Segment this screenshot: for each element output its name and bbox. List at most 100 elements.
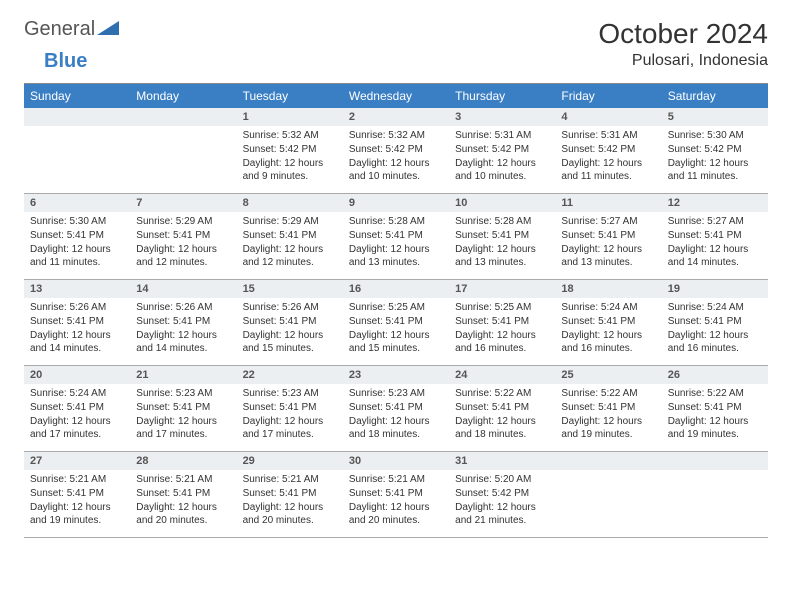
day-cell-14: 14Sunrise: 5:26 AMSunset: 5:41 PMDayligh… xyxy=(130,280,236,366)
day-details: Sunrise: 5:22 AMSunset: 5:41 PMDaylight:… xyxy=(555,384,661,446)
day-cell-15: 15Sunrise: 5:26 AMSunset: 5:41 PMDayligh… xyxy=(237,280,343,366)
day-header-friday: Friday xyxy=(555,84,661,108)
location-label: Pulosari, Indonesia xyxy=(598,52,768,70)
sunset-row: Sunset: 5:41 PM xyxy=(561,229,655,242)
sunrise-row: Sunrise: 5:22 AM xyxy=(561,387,655,400)
sunset-row: Sunset: 5:41 PM xyxy=(561,401,655,414)
sunrise-row: Sunrise: 5:22 AM xyxy=(455,387,549,400)
daylight-row: Daylight: 12 hours and 11 minutes. xyxy=(668,157,762,183)
day-details: Sunrise: 5:20 AMSunset: 5:42 PMDaylight:… xyxy=(449,470,555,532)
day-details: Sunrise: 5:26 AMSunset: 5:41 PMDaylight:… xyxy=(24,298,130,360)
day-number: 9 xyxy=(343,194,449,212)
brand-logo: General xyxy=(24,18,121,41)
sunset-row: Sunset: 5:42 PM xyxy=(243,143,337,156)
daylight-row: Daylight: 12 hours and 13 minutes. xyxy=(561,243,655,269)
empty-cell xyxy=(24,108,130,194)
day-details: Sunrise: 5:32 AMSunset: 5:42 PMDaylight:… xyxy=(237,126,343,188)
sunset-row: Sunset: 5:41 PM xyxy=(243,315,337,328)
day-number: 13 xyxy=(24,280,130,298)
day-number: 7 xyxy=(130,194,236,212)
sunrise-row: Sunrise: 5:28 AM xyxy=(455,215,549,228)
day-number: 22 xyxy=(237,366,343,384)
empty-cell xyxy=(555,452,661,538)
day-details: Sunrise: 5:32 AMSunset: 5:42 PMDaylight:… xyxy=(343,126,449,188)
day-number: 20 xyxy=(24,366,130,384)
day-details: Sunrise: 5:25 AMSunset: 5:41 PMDaylight:… xyxy=(343,298,449,360)
day-details: Sunrise: 5:30 AMSunset: 5:42 PMDaylight:… xyxy=(662,126,768,188)
sunrise-row: Sunrise: 5:21 AM xyxy=(30,473,124,486)
day-cell-7: 7Sunrise: 5:29 AMSunset: 5:41 PMDaylight… xyxy=(130,194,236,280)
brand-blue: Blue xyxy=(44,50,87,72)
day-details: Sunrise: 5:26 AMSunset: 5:41 PMDaylight:… xyxy=(130,298,236,360)
day-number: 19 xyxy=(662,280,768,298)
day-cell-22: 22Sunrise: 5:23 AMSunset: 5:41 PMDayligh… xyxy=(237,366,343,452)
daylight-row: Daylight: 12 hours and 21 minutes. xyxy=(455,501,549,527)
day-cell-21: 21Sunrise: 5:23 AMSunset: 5:41 PMDayligh… xyxy=(130,366,236,452)
sunset-row: Sunset: 5:41 PM xyxy=(243,229,337,242)
daylight-row: Daylight: 12 hours and 16 minutes. xyxy=(561,329,655,355)
day-cell-11: 11Sunrise: 5:27 AMSunset: 5:41 PMDayligh… xyxy=(555,194,661,280)
day-number: 14 xyxy=(130,280,236,298)
sunset-row: Sunset: 5:41 PM xyxy=(349,401,443,414)
day-header-thursday: Thursday xyxy=(449,84,555,108)
day-number: 25 xyxy=(555,366,661,384)
day-number: 30 xyxy=(343,452,449,470)
sunset-row: Sunset: 5:41 PM xyxy=(136,487,230,500)
sunset-row: Sunset: 5:41 PM xyxy=(30,487,124,500)
sunset-row: Sunset: 5:41 PM xyxy=(30,229,124,242)
day-details: Sunrise: 5:29 AMSunset: 5:41 PMDaylight:… xyxy=(237,212,343,274)
day-details: Sunrise: 5:28 AMSunset: 5:41 PMDaylight:… xyxy=(343,212,449,274)
day-details: Sunrise: 5:21 AMSunset: 5:41 PMDaylight:… xyxy=(130,470,236,532)
empty-cell xyxy=(662,452,768,538)
sunset-row: Sunset: 5:42 PM xyxy=(561,143,655,156)
sunrise-row: Sunrise: 5:23 AM xyxy=(243,387,337,400)
day-details: Sunrise: 5:22 AMSunset: 5:41 PMDaylight:… xyxy=(662,384,768,446)
sunrise-row: Sunrise: 5:27 AM xyxy=(668,215,762,228)
sunrise-row: Sunrise: 5:26 AM xyxy=(136,301,230,314)
day-cell-12: 12Sunrise: 5:27 AMSunset: 5:41 PMDayligh… xyxy=(662,194,768,280)
sunset-row: Sunset: 5:42 PM xyxy=(349,143,443,156)
day-number: 8 xyxy=(237,194,343,212)
day-cell-6: 6Sunrise: 5:30 AMSunset: 5:41 PMDaylight… xyxy=(24,194,130,280)
day-cell-1: 1Sunrise: 5:32 AMSunset: 5:42 PMDaylight… xyxy=(237,108,343,194)
sunrise-row: Sunrise: 5:31 AM xyxy=(561,129,655,142)
daylight-row: Daylight: 12 hours and 18 minutes. xyxy=(349,415,443,441)
brand-general: General xyxy=(24,18,95,41)
day-details: Sunrise: 5:23 AMSunset: 5:41 PMDaylight:… xyxy=(343,384,449,446)
day-number: 6 xyxy=(24,194,130,212)
day-details: Sunrise: 5:23 AMSunset: 5:41 PMDaylight:… xyxy=(130,384,236,446)
sunset-row: Sunset: 5:41 PM xyxy=(243,401,337,414)
calendar-grid: SundayMondayTuesdayWednesdayThursdayFrid… xyxy=(24,83,768,538)
day-cell-30: 30Sunrise: 5:21 AMSunset: 5:41 PMDayligh… xyxy=(343,452,449,538)
daylight-row: Daylight: 12 hours and 10 minutes. xyxy=(349,157,443,183)
day-details: Sunrise: 5:21 AMSunset: 5:41 PMDaylight:… xyxy=(24,470,130,532)
day-number: 17 xyxy=(449,280,555,298)
day-number: 2 xyxy=(343,108,449,126)
day-details: Sunrise: 5:31 AMSunset: 5:42 PMDaylight:… xyxy=(449,126,555,188)
daylight-row: Daylight: 12 hours and 9 minutes. xyxy=(243,157,337,183)
sunrise-row: Sunrise: 5:24 AM xyxy=(561,301,655,314)
day-number: 12 xyxy=(662,194,768,212)
daylight-row: Daylight: 12 hours and 18 minutes. xyxy=(455,415,549,441)
sunrise-row: Sunrise: 5:28 AM xyxy=(349,215,443,228)
day-details: Sunrise: 5:24 AMSunset: 5:41 PMDaylight:… xyxy=(555,298,661,360)
day-number: 28 xyxy=(130,452,236,470)
day-details: Sunrise: 5:27 AMSunset: 5:41 PMDaylight:… xyxy=(555,212,661,274)
sunset-row: Sunset: 5:41 PM xyxy=(136,229,230,242)
day-number: 18 xyxy=(555,280,661,298)
day-cell-9: 9Sunrise: 5:28 AMSunset: 5:41 PMDaylight… xyxy=(343,194,449,280)
sunrise-row: Sunrise: 5:32 AM xyxy=(349,129,443,142)
daylight-row: Daylight: 12 hours and 11 minutes. xyxy=(30,243,124,269)
day-cell-5: 5Sunrise: 5:30 AMSunset: 5:42 PMDaylight… xyxy=(662,108,768,194)
daylight-row: Daylight: 12 hours and 14 minutes. xyxy=(136,329,230,355)
daylight-row: Daylight: 12 hours and 12 minutes. xyxy=(136,243,230,269)
day-cell-8: 8Sunrise: 5:29 AMSunset: 5:41 PMDaylight… xyxy=(237,194,343,280)
day-number: 5 xyxy=(662,108,768,126)
daylight-row: Daylight: 12 hours and 10 minutes. xyxy=(455,157,549,183)
day-cell-4: 4Sunrise: 5:31 AMSunset: 5:42 PMDaylight… xyxy=(555,108,661,194)
day-cell-31: 31Sunrise: 5:20 AMSunset: 5:42 PMDayligh… xyxy=(449,452,555,538)
title-block: October 2024 Pulosari, Indonesia xyxy=(598,18,768,70)
day-header-wednesday: Wednesday xyxy=(343,84,449,108)
sunset-row: Sunset: 5:41 PM xyxy=(30,315,124,328)
sunset-row: Sunset: 5:41 PM xyxy=(30,401,124,414)
